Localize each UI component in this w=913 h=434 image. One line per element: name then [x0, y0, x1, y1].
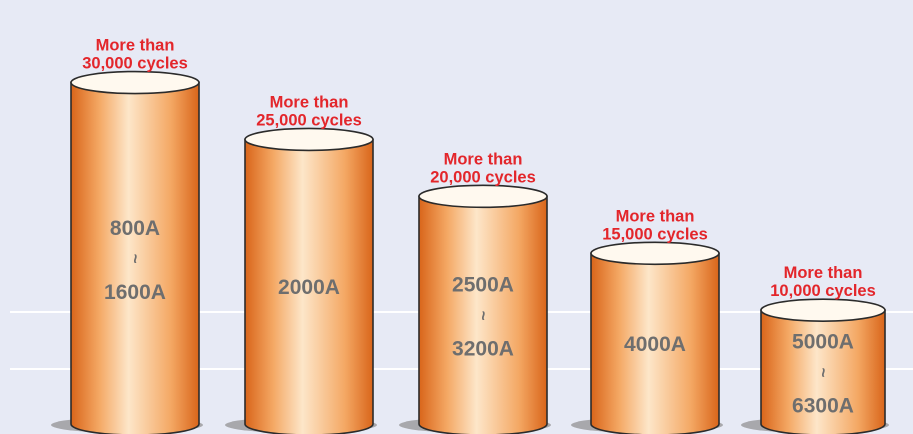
cycles-label-line1: More than [96, 37, 175, 55]
rating-label-top: 800A [110, 217, 160, 240]
rating-separator: ~ [474, 311, 493, 321]
rating-label-top: 5000A [792, 331, 854, 354]
bar-top [70, 70, 200, 95]
rating-label-top: 2500A [452, 274, 514, 297]
cycles-label-line2: 25,000 cycles [256, 111, 362, 129]
bar-top [418, 184, 548, 209]
cycles-label-line1: More than [784, 264, 863, 282]
bar-top [590, 241, 720, 266]
rating-separator: ~ [814, 368, 833, 378]
cycles-label-line1: More than [616, 207, 695, 225]
cycles-label-line2: 30,000 cycles [82, 55, 188, 73]
bar-body [244, 138, 374, 434]
rating-label: 2000A [278, 276, 340, 299]
cycles-label-line2: 15,000 cycles [602, 225, 708, 243]
cycles-label-line1: More than [270, 93, 349, 111]
bar-body [70, 81, 200, 434]
bar-body [760, 309, 886, 434]
bar-body [590, 252, 720, 434]
rating-separator: ~ [126, 254, 145, 264]
rating-label-bottom: 1600A [104, 281, 166, 304]
rating-label-bottom: 6300A [792, 395, 854, 418]
cycles-label-line1: More than [444, 150, 523, 168]
cycles-label-line2: 20,000 cycles [430, 168, 536, 186]
cycles-label-line2: 10,000 cycles [770, 282, 876, 300]
rating-label-bottom: 3200A [452, 338, 514, 361]
rating-label: 4000A [624, 333, 686, 356]
bar-body [418, 195, 548, 434]
bar-top [244, 127, 374, 152]
bar-top [760, 298, 886, 322]
